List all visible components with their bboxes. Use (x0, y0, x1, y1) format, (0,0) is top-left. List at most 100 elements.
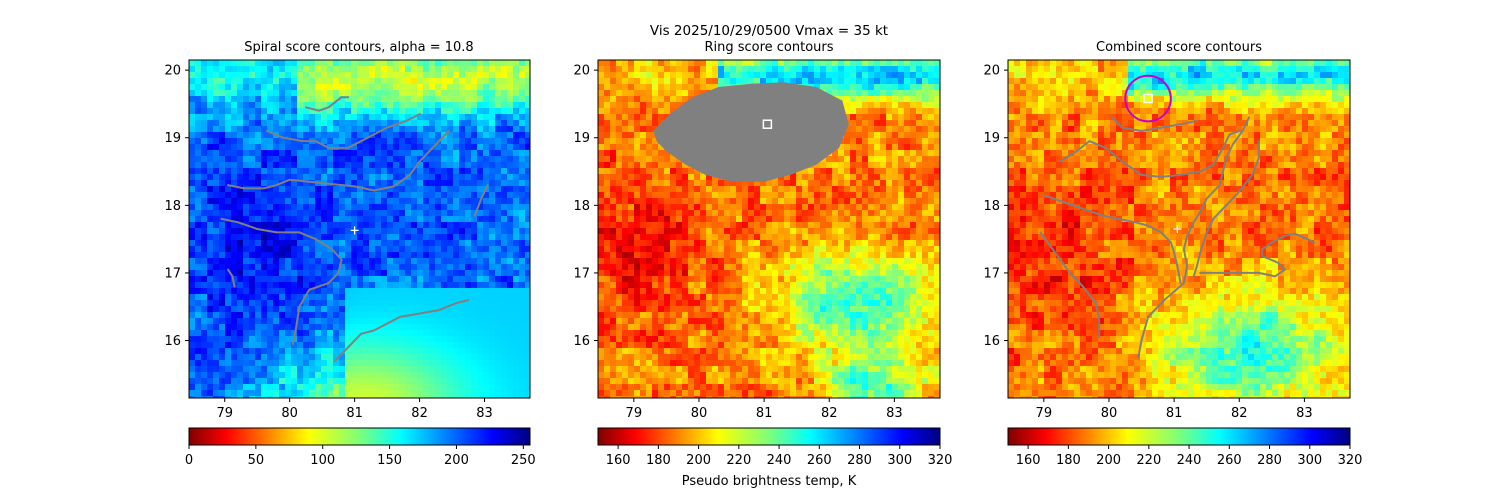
heatmap-cell (375, 96, 382, 103)
heatmap-cell (429, 366, 436, 373)
heatmap-cell (471, 258, 478, 265)
heatmap-cell (519, 312, 526, 319)
heatmap-cell (688, 66, 695, 73)
heatmap-cell (399, 198, 406, 205)
heatmap-cell (850, 78, 857, 85)
heatmap-cell (712, 186, 719, 193)
heatmap-cell (928, 108, 935, 115)
heatmap-cell (381, 288, 388, 295)
heatmap-cell (525, 324, 530, 331)
heatmap-cell (928, 96, 935, 103)
heatmap-cell (477, 276, 484, 283)
heatmap-cell (339, 366, 346, 373)
heatmap-cell (513, 336, 520, 343)
heatmap-cell (255, 378, 262, 385)
heatmap-cell (351, 300, 358, 307)
heatmap-cell (339, 282, 346, 289)
heatmap-cell (309, 288, 316, 295)
heatmap-cell (387, 228, 394, 235)
heatmap-cell (237, 276, 244, 283)
heatmap-cell (279, 168, 286, 175)
heatmap-cell (646, 204, 653, 211)
heatmap-cell (393, 330, 400, 337)
heatmap-cell (381, 252, 388, 259)
heatmap-cell (748, 222, 755, 229)
heatmap-cell (814, 222, 821, 229)
heatmap-cell (195, 372, 202, 379)
heatmap-cell (339, 132, 346, 139)
heatmap-cell (273, 162, 280, 169)
heatmap-cell (423, 144, 430, 151)
heatmap-cell (489, 264, 496, 271)
heatmap-cell (507, 174, 514, 181)
heatmap-cell (411, 78, 418, 85)
heatmap-cell (676, 168, 683, 175)
heatmap-cell (363, 354, 370, 361)
heatmap-cell (670, 156, 677, 163)
heatmap-cell (616, 108, 623, 115)
heatmap-cell (339, 342, 346, 349)
heatmap-cell (610, 144, 617, 151)
heatmap-cell (219, 300, 226, 307)
heatmap-cell (874, 120, 881, 127)
heatmap-cell (291, 186, 298, 193)
heatmap-cell (501, 330, 508, 337)
heatmap-cell (387, 360, 394, 367)
contour-line (334, 299, 470, 362)
heatmap-cell (273, 102, 280, 109)
heatmap-cell (435, 240, 442, 247)
heatmap-cell (634, 228, 641, 235)
heatmap-cell (291, 348, 298, 355)
heatmap-cell (189, 168, 196, 175)
heatmap-cell (267, 258, 274, 265)
heatmap-cell (658, 90, 665, 97)
heatmap-cell (249, 60, 256, 67)
heatmap-cell (417, 318, 424, 325)
heatmap-cell (495, 120, 502, 127)
heatmap-cell (243, 180, 250, 187)
heatmap-cell (231, 186, 238, 193)
heatmap-cell (411, 204, 418, 211)
heatmap-cell (441, 330, 448, 337)
heatmap-cell (489, 120, 496, 127)
heatmap-cell (616, 180, 623, 187)
heatmap-cell (195, 378, 202, 385)
heatmap-cell (465, 378, 472, 385)
heatmap-cell (237, 342, 244, 349)
heatmap-cell (243, 384, 250, 391)
heatmap-cell (231, 336, 238, 343)
heatmap-cell (189, 348, 196, 355)
heatmap-cell (345, 306, 352, 313)
heatmap-cell (309, 318, 316, 325)
heatmap-cell (447, 258, 454, 265)
heatmap-cell (784, 228, 791, 235)
heatmap-cell (658, 222, 665, 229)
heatmap-cell (634, 168, 641, 175)
heatmap-cell (682, 198, 689, 205)
heatmap-cell (357, 282, 364, 289)
heatmap-cell (273, 324, 280, 331)
heatmap-cell (477, 300, 484, 307)
heatmap-cell (916, 228, 923, 235)
heatmap-cell (664, 78, 671, 85)
heatmap-cell (922, 144, 929, 151)
heatmap-cell (279, 348, 286, 355)
heatmap-cell (898, 180, 905, 187)
heatmap-cell (640, 174, 647, 181)
heatmap-cell (393, 108, 400, 115)
heatmap-cell (844, 132, 851, 139)
heatmap-cell (471, 342, 478, 349)
heatmap-cell (219, 186, 226, 193)
heatmap-cell (207, 174, 214, 181)
heatmap-cell (243, 360, 250, 367)
heatmap-cell (423, 138, 430, 145)
heatmap-cell (495, 324, 502, 331)
heatmap-cell (237, 192, 244, 199)
heatmap-cell (688, 84, 695, 91)
heatmap-cell (724, 66, 731, 73)
heatmap-cell (285, 318, 292, 325)
heatmap-cell (363, 102, 370, 109)
heatmap-cell (285, 306, 292, 313)
heatmap-cell (513, 324, 520, 331)
heatmap-cell (237, 378, 244, 385)
